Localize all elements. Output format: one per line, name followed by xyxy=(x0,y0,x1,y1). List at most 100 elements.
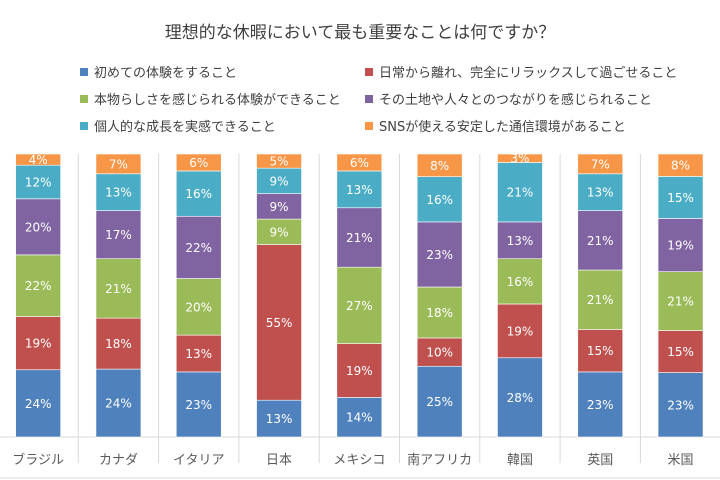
data-label: 24% xyxy=(25,397,52,411)
data-label: 25% xyxy=(426,395,453,409)
data-label: 6% xyxy=(189,156,208,170)
x-tick-label: ブラジル xyxy=(12,452,64,468)
data-label: 20% xyxy=(185,300,212,314)
x-tick-label: 米国 xyxy=(668,453,694,468)
data-label: 4% xyxy=(29,153,48,167)
data-label: 23% xyxy=(185,398,212,412)
data-label: 21% xyxy=(587,234,614,248)
data-label: 13% xyxy=(105,186,132,200)
legend-label: 個人的な成長を実感できること xyxy=(94,120,276,135)
bar-segment xyxy=(256,167,302,194)
data-label: 16% xyxy=(426,193,453,207)
bar-segment xyxy=(577,153,624,175)
data-label: 7% xyxy=(109,157,128,171)
data-label: 14% xyxy=(346,411,373,425)
legend-label: SNSが使える安定した通信環境があること xyxy=(379,120,626,135)
legend-item: 初めての体験をすること xyxy=(80,62,237,81)
x-tick-label: メキシコ xyxy=(333,453,385,468)
legend-label: 初めての体験をすること xyxy=(94,66,238,81)
bar-segment xyxy=(15,198,61,256)
bar-segment xyxy=(95,368,142,438)
bar-segment xyxy=(497,258,543,305)
bar-segment xyxy=(175,215,222,279)
data-label: 21% xyxy=(587,293,614,307)
data-label: 8% xyxy=(671,159,690,173)
data-label: 13% xyxy=(346,183,373,197)
bar-segment xyxy=(15,369,61,438)
legend-item: その土地や人々とのつながりを感じられること xyxy=(365,89,652,108)
data-label: 18% xyxy=(426,306,453,320)
legend-swatch xyxy=(80,94,88,103)
bar-segment xyxy=(657,218,704,272)
data-label: 9% xyxy=(270,174,289,188)
x-tick-label: 英国 xyxy=(587,453,613,468)
data-label: 55% xyxy=(266,316,293,330)
data-label: 18% xyxy=(105,337,132,351)
bar-segment xyxy=(95,153,142,175)
data-label: 20% xyxy=(25,220,52,234)
data-label: 8% xyxy=(430,159,449,173)
bar-segment xyxy=(15,153,61,166)
bar-segment xyxy=(497,153,543,163)
bar-segment xyxy=(657,330,704,373)
data-label: 12% xyxy=(25,176,52,190)
data-label: 21% xyxy=(507,186,534,200)
bar-segment xyxy=(175,334,222,373)
bar-segment xyxy=(657,153,704,177)
data-label: 16% xyxy=(507,275,534,289)
bar-segment xyxy=(497,221,543,260)
data-label: 9% xyxy=(270,225,289,239)
legend-swatch xyxy=(80,121,88,130)
data-label: 22% xyxy=(25,279,52,293)
data-label: 27% xyxy=(346,299,373,313)
data-label: 5% xyxy=(270,155,289,169)
data-label: 23% xyxy=(426,248,453,262)
bar-segment xyxy=(497,303,543,359)
data-label: 28% xyxy=(507,391,534,405)
bar-segment xyxy=(416,286,463,339)
x-tick-label: 日本 xyxy=(266,453,292,468)
bar-segment xyxy=(577,210,624,271)
bar-segment xyxy=(256,153,302,169)
data-label: 15% xyxy=(667,191,694,205)
bar-segment xyxy=(256,244,302,401)
legend-swatch xyxy=(80,67,88,76)
x-tick-label: イタリア xyxy=(173,453,224,468)
bar-segment xyxy=(416,365,463,438)
bar-segment xyxy=(15,316,61,371)
data-label: 15% xyxy=(667,345,694,359)
data-label: 13% xyxy=(507,234,534,248)
bar-segment xyxy=(336,397,383,438)
bar-segment xyxy=(416,153,463,177)
data-label: 9% xyxy=(270,200,289,214)
legend-item: SNSが使える安定した通信環境があること xyxy=(365,116,626,135)
data-label: 13% xyxy=(185,347,212,361)
bar-segment xyxy=(15,254,61,317)
bar-segment xyxy=(657,176,704,219)
data-label: 17% xyxy=(105,228,132,242)
bar-segment xyxy=(256,399,302,438)
data-label: 16% xyxy=(185,187,212,201)
data-label: 10% xyxy=(426,346,453,360)
data-label: 13% xyxy=(587,186,614,200)
bar-segment xyxy=(95,317,142,370)
bar-segment xyxy=(657,372,704,438)
data-label: 21% xyxy=(105,282,132,296)
bar-segment xyxy=(95,258,142,319)
bar-segment xyxy=(175,153,222,172)
bar-segment xyxy=(336,266,383,344)
data-label: 19% xyxy=(667,239,694,253)
bar-segment xyxy=(577,329,624,373)
bar-segment xyxy=(657,271,704,331)
legend-label: その土地や人々とのつながりを感じられること xyxy=(379,93,652,108)
data-label: 19% xyxy=(507,324,534,338)
bar-segment xyxy=(416,337,463,367)
legend-swatch xyxy=(365,67,373,76)
bar-segment xyxy=(577,269,624,330)
data-label: 19% xyxy=(25,337,52,351)
legend-swatch xyxy=(365,94,373,103)
legend-item: 日常から離れ、完全にリラックスして過ごせること xyxy=(365,62,677,81)
data-label: 24% xyxy=(105,397,132,411)
legend-label: 本物らしさを感じられる体験ができること xyxy=(94,93,341,108)
data-label: 22% xyxy=(185,241,212,255)
